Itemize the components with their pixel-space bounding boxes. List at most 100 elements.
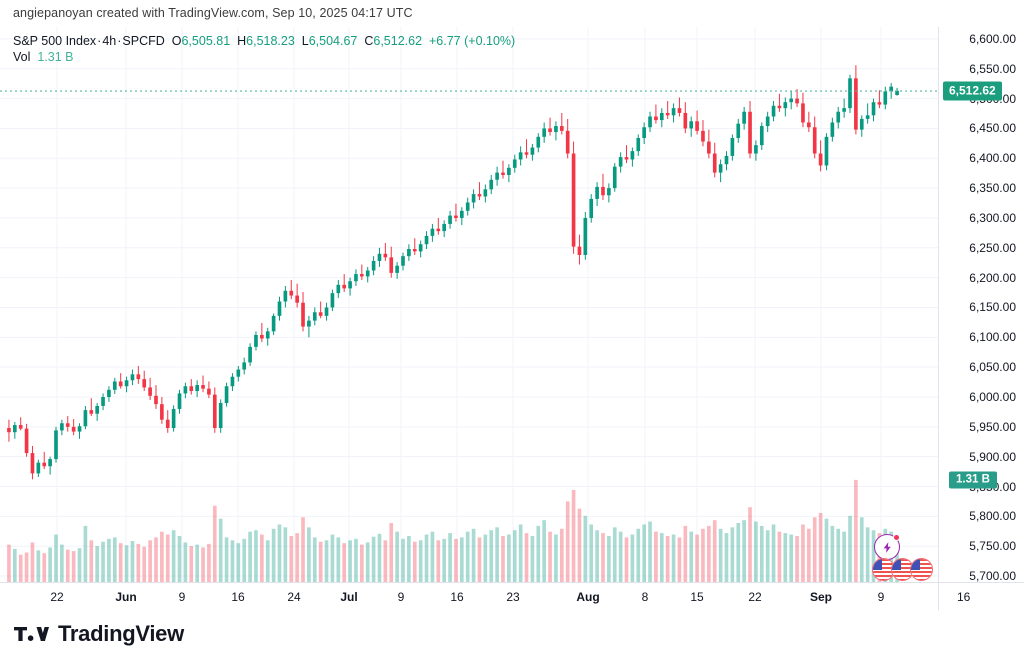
time-tick-label: Jun xyxy=(115,590,137,604)
volume-bar xyxy=(389,523,394,582)
candle-body xyxy=(207,388,211,395)
volume-bar xyxy=(465,531,470,582)
candle-body xyxy=(348,281,352,289)
candle-body xyxy=(60,423,64,431)
price-tick-label: 5,700.00 xyxy=(969,569,1016,584)
volume-bar xyxy=(554,534,558,582)
price-tick-label: 5,950.00 xyxy=(969,419,1016,434)
volume-bar xyxy=(607,535,611,582)
candle-body xyxy=(548,128,552,133)
us-flag-icon-3[interactable] xyxy=(910,558,933,581)
chart-plot-area[interactable] xyxy=(0,27,938,582)
candle-body xyxy=(471,194,476,203)
candle-body xyxy=(559,126,564,131)
volume-bar xyxy=(583,515,588,582)
legend-symbol[interactable]: S&P 500 Index xyxy=(13,34,97,48)
candle-body xyxy=(801,103,805,123)
candle-body xyxy=(130,374,135,381)
volume-bar xyxy=(542,520,546,582)
volume-bar xyxy=(577,508,582,582)
candle-body xyxy=(118,381,123,387)
candle-body xyxy=(607,188,611,196)
volume-bar xyxy=(424,534,429,582)
legend-close-label: C xyxy=(364,34,374,48)
candle-body xyxy=(783,102,788,109)
candle-body xyxy=(636,138,641,152)
volume-bar xyxy=(289,535,294,582)
candle-body xyxy=(148,387,152,396)
candle-body xyxy=(877,102,882,105)
volume-bar xyxy=(7,544,11,582)
volume-bar xyxy=(371,536,376,582)
volume-bar xyxy=(624,537,629,582)
candle-body xyxy=(101,397,105,406)
volume-bar xyxy=(230,540,235,582)
candle-body xyxy=(154,395,158,405)
candle-body xyxy=(189,386,194,392)
price-tick-label: 6,050.00 xyxy=(969,360,1016,375)
candle-body xyxy=(30,453,35,474)
candle-body xyxy=(7,428,11,433)
candle-body xyxy=(465,202,470,211)
volume-bar xyxy=(636,528,641,582)
candle-body xyxy=(759,126,764,146)
volume-bar xyxy=(507,534,511,582)
candle-body xyxy=(295,295,299,303)
time-scale[interactable]: 22 Jun 9 16 24 Jul 9 16 23 Aug 8 15 22 Sep 9 xyxy=(0,582,938,610)
volume-bar xyxy=(842,531,846,582)
volume-bar xyxy=(201,547,205,582)
volume-bar xyxy=(101,541,105,582)
time-tick-label: 16 xyxy=(450,590,464,604)
candle-body xyxy=(248,346,252,363)
candle-body xyxy=(683,112,688,129)
candle-body xyxy=(871,102,876,116)
volume-bar xyxy=(571,489,576,582)
volume-bar xyxy=(748,507,752,582)
volume-bar xyxy=(177,535,182,582)
candle-body xyxy=(395,265,399,273)
candle-body xyxy=(654,116,658,121)
volume-bar xyxy=(83,525,88,582)
candle-body xyxy=(495,172,499,180)
candle-body xyxy=(442,223,446,232)
price-tick-label: 6,600.00 xyxy=(969,31,1016,46)
volume-bar xyxy=(859,517,864,582)
volume-bar xyxy=(759,525,764,582)
chart-legend: S&P 500 Index·4h·SPCFD O6,505.81 H6,518.… xyxy=(13,33,515,49)
candle-body xyxy=(883,91,888,105)
candle-body xyxy=(542,128,546,137)
candle-body xyxy=(754,145,758,154)
legend-separator-1: · xyxy=(97,34,102,48)
volume-bar xyxy=(142,546,147,582)
candle-body xyxy=(677,108,682,113)
footer: TradingView xyxy=(0,610,1024,665)
price-tick-label: 6,300.00 xyxy=(969,210,1016,225)
volume-bar xyxy=(812,517,817,582)
volume-bar xyxy=(407,535,411,582)
volume-bar xyxy=(736,523,741,582)
price-tick-label: 5,750.00 xyxy=(969,539,1016,554)
volume-bar xyxy=(283,527,288,582)
candle-body xyxy=(271,315,276,332)
volume-bar xyxy=(818,512,823,582)
candle-body xyxy=(771,105,776,117)
volume-bar xyxy=(312,537,317,582)
volume-bar xyxy=(136,543,141,582)
legend-open-value: 6,505.81 xyxy=(181,34,231,48)
us-flag-icon-2[interactable] xyxy=(891,558,914,581)
time-tick-label: Aug xyxy=(576,590,600,604)
candlestick-series xyxy=(7,65,899,480)
legend-interval[interactable]: 4h xyxy=(102,34,117,48)
candle-body xyxy=(524,152,529,155)
candle-body xyxy=(630,151,635,160)
candle-body xyxy=(807,122,811,128)
candle-body xyxy=(318,312,323,316)
lightning-alert-button[interactable] xyxy=(874,534,900,560)
volume-bar xyxy=(377,533,382,582)
candle-body xyxy=(448,215,452,224)
candle-body xyxy=(565,130,570,154)
volume-bar xyxy=(71,551,76,582)
price-scale[interactable]: 6,600.006,550.006,500.006,450.006,400.00… xyxy=(938,27,1024,584)
legend-close-value: 6,512.62 xyxy=(373,34,423,48)
volume-bar xyxy=(712,520,717,582)
